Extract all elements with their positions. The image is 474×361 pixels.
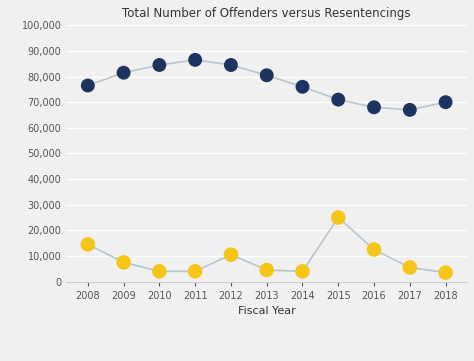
- Title: Total Number of Offenders versus Resentencings: Total Number of Offenders versus Resente…: [122, 7, 411, 20]
- Point: [191, 269, 199, 274]
- Point: [299, 84, 306, 90]
- Point: [120, 260, 128, 265]
- Point: [155, 269, 163, 274]
- Point: [84, 83, 91, 88]
- Point: [84, 242, 91, 247]
- Point: [442, 99, 449, 105]
- Point: [227, 252, 235, 257]
- Point: [335, 215, 342, 221]
- Point: [406, 107, 414, 113]
- Point: [263, 267, 271, 273]
- Point: [120, 70, 128, 75]
- Point: [370, 247, 378, 252]
- Point: [406, 265, 414, 270]
- Point: [335, 97, 342, 103]
- Point: [370, 104, 378, 110]
- Point: [191, 57, 199, 63]
- Point: [442, 270, 449, 275]
- Point: [155, 62, 163, 68]
- X-axis label: Fiscal Year: Fiscal Year: [238, 306, 296, 316]
- Point: [299, 269, 306, 274]
- Point: [263, 72, 271, 78]
- Point: [227, 62, 235, 68]
